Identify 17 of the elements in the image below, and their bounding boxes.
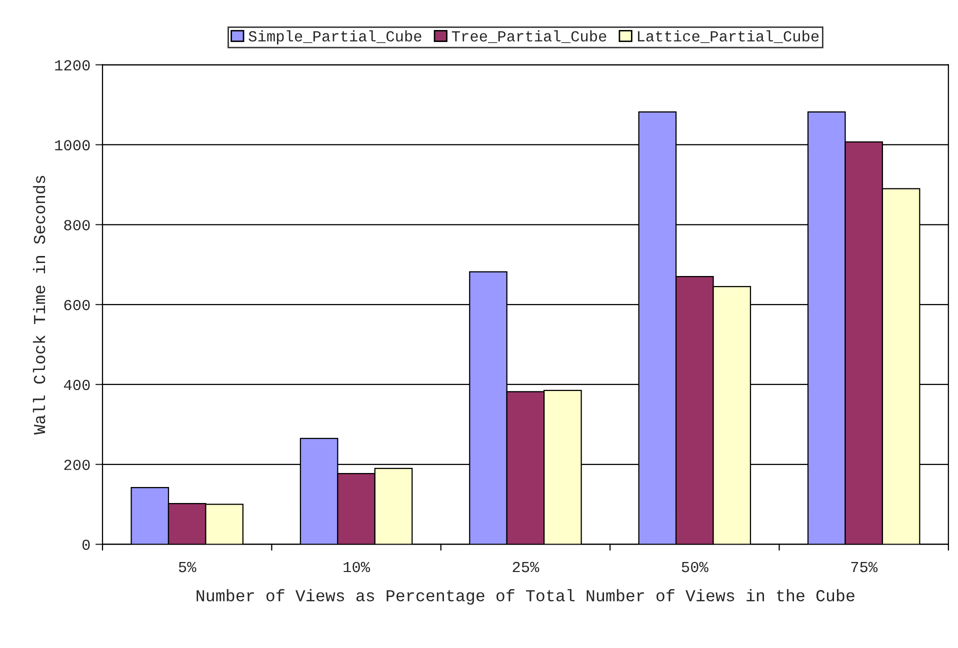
y-tick-label: 1200 bbox=[55, 60, 90, 70]
y-tick-label: 600 bbox=[64, 300, 90, 310]
legend-label: Lattice_Partial_Cube bbox=[638, 30, 819, 43]
x-axis-title: Number of Views as Percentage of Total Number of Views in the Cube bbox=[196, 589, 854, 605]
x-tick-label: 10% bbox=[344, 562, 370, 572]
x-tick-label: 5% bbox=[178, 562, 196, 572]
y-tick-label: 400 bbox=[64, 380, 90, 390]
x-tick-label: 75% bbox=[851, 562, 878, 572]
y-tick-label: 1000 bbox=[55, 140, 90, 150]
y-tick-label: 200 bbox=[64, 460, 90, 470]
y-axis-title: Wall Clock Time in Seconds bbox=[32, 176, 46, 435]
x-tick-label: 25% bbox=[512, 562, 540, 572]
legend-label: Simple_Partial_Cube bbox=[248, 30, 422, 45]
x-tick-label: 50% bbox=[682, 562, 708, 572]
legend-label: Tree_Partial_Cube bbox=[452, 30, 606, 43]
y-tick-label: 800 bbox=[64, 220, 90, 230]
y-tick-label: 0 bbox=[82, 540, 90, 550]
